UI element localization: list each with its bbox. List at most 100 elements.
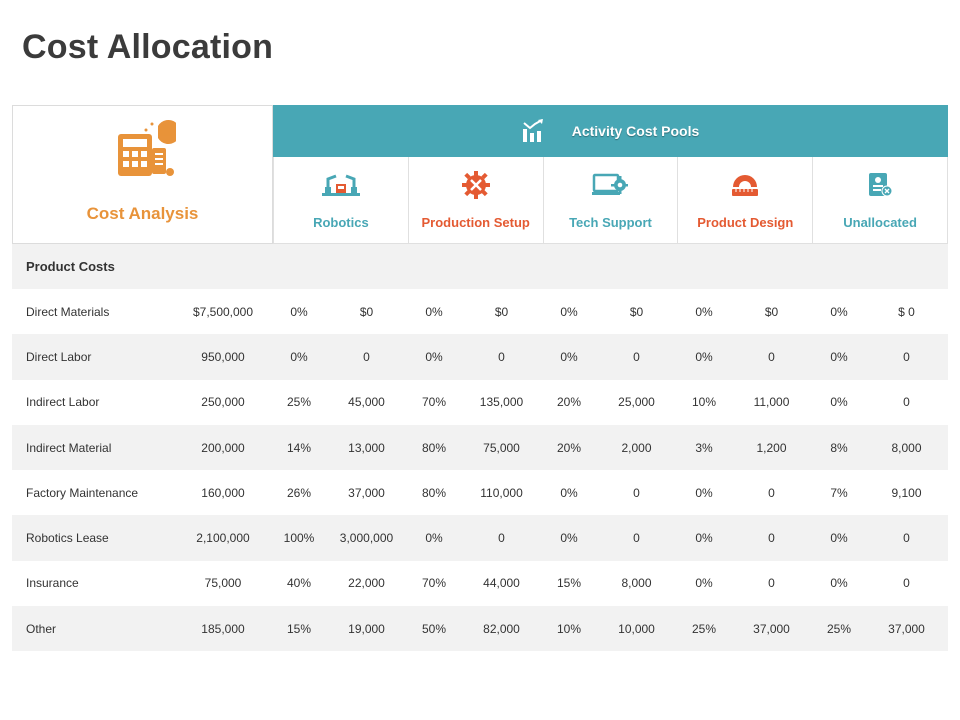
allocation-amount-cell: 0 <box>903 531 910 546</box>
robot-arm-icon <box>321 174 360 196</box>
row-total: 200,000 <box>201 440 245 455</box>
allocation-amount-cell: 10,000 <box>618 621 655 636</box>
allocation-percent-cell: 20% <box>556 395 582 410</box>
allocation-amount-cell: 25,000 <box>618 395 655 410</box>
allocation-amount-cell: $0 <box>629 304 644 319</box>
allocation-percent-cell: 25% <box>286 395 312 410</box>
allocation-percent-cell: 15% <box>556 576 582 591</box>
allocation-amount-cell: 37,000 <box>888 621 925 636</box>
allocation-amount-cell: 0 <box>633 531 640 546</box>
row-total: 950,000 <box>201 349 245 364</box>
allocation-percent-cell: 15% <box>286 621 312 636</box>
allocation-percent-cell: 0% <box>560 485 578 500</box>
allocation-amount-cell: 22,000 <box>348 576 385 591</box>
allocation-amount-cell: 0 <box>363 349 370 364</box>
cost-analysis-header: Cost Analysis <box>12 105 273 244</box>
row-label: Indirect Material <box>26 440 112 455</box>
allocation-amount-cell: 0 <box>768 576 775 591</box>
allocation-percent-cell: 100% <box>283 531 315 546</box>
allocation-percent-cell: 25% <box>826 621 852 636</box>
row-total: 2,100,000 <box>196 531 250 546</box>
pool-name: Robotics <box>313 215 369 230</box>
allocation-amount-cell: 0 <box>768 531 775 546</box>
table-row: Factory Maintenance 160,000 26% 37,000 80% 11… <box>12 470 948 515</box>
allocation-percent-cell: 0% <box>830 531 848 546</box>
row-label: Robotics Lease <box>26 531 109 546</box>
row-label: Direct Labor <box>26 349 92 364</box>
allocation-percent-cell: 10% <box>691 395 717 410</box>
allocation-percent-cell: 0% <box>830 304 848 319</box>
allocation-percent-cell: 0% <box>695 304 713 319</box>
allocation-percent-cell: 80% <box>421 440 447 455</box>
gear-wrench-icon <box>461 171 490 199</box>
allocation-amount-cell: 13,000 <box>348 440 385 455</box>
allocation-percent-cell: 0% <box>425 304 443 319</box>
laptop-gear-icon <box>592 173 629 195</box>
allocation-amount-cell: 1,200 <box>756 440 787 455</box>
allocation-percent-cell: 70% <box>421 576 447 591</box>
allocation-amount-cell: 45,000 <box>348 395 385 410</box>
allocation-percent-cell: 0% <box>560 349 578 364</box>
bar-chart-growth-icon <box>522 119 543 142</box>
allocation-amount-cell: 135,000 <box>479 395 524 410</box>
row-total: 75,000 <box>204 576 242 591</box>
allocation-percent-cell: 0% <box>290 349 308 364</box>
allocation-amount-cell: 8,000 <box>621 576 652 591</box>
row-label: Indirect Labor <box>26 395 100 410</box>
allocation-amount-cell: 37,000 <box>348 485 385 500</box>
table-row: Insurance 75,000 40% 22,000 70% 44,000 15% 8,00… <box>12 561 948 606</box>
allocation-percent-cell: 0% <box>830 395 848 410</box>
allocation-amount-cell: $ 0 <box>898 304 915 319</box>
cost-analysis-label: Cost Analysis <box>86 204 199 223</box>
allocation-amount-cell: 82,000 <box>483 621 520 636</box>
row-total: 250,000 <box>201 395 245 410</box>
allocation-percent-cell: 0% <box>830 576 848 591</box>
allocation-percent-cell: 0% <box>695 349 713 364</box>
activity-cost-pools-header: Activity Cost Pools <box>273 105 948 157</box>
allocation-amount-cell: 0 <box>498 349 505 364</box>
allocation-percent-cell: 26% <box>286 485 312 500</box>
table-row: Robotics Lease 2,100,000 100% 3,000,000 0% 0 0… <box>12 515 948 561</box>
table-row: Other 185,000 15% 19,000 50% 82,000 10% 10,000 2… <box>12 606 948 652</box>
row-label: Other <box>26 621 57 636</box>
allocation-percent-cell: 0% <box>695 531 713 546</box>
allocation-percent-cell: 0% <box>290 304 308 319</box>
allocation-amount-cell: 3,000,000 <box>339 531 394 546</box>
cost-pool-columns: Robotics Production Setup <box>273 157 948 244</box>
allocation-amount-cell: 0 <box>768 485 775 500</box>
allocation-amount-cell: $0 <box>494 304 509 319</box>
allocation-amount-cell: $0 <box>764 304 779 319</box>
allocation-percent-cell: 70% <box>421 395 447 410</box>
pool-name: Production Setup <box>421 215 530 230</box>
allocation-percent-cell: 0% <box>425 349 443 364</box>
allocation-amount-cell: 2,000 <box>621 440 652 455</box>
allocation-amount-cell: 110,000 <box>480 485 523 500</box>
allocation-amount-cell: 8,000 <box>891 440 922 455</box>
pool-name: Product Design <box>697 215 794 230</box>
allocation-amount-cell: 0 <box>903 395 910 410</box>
allocation-percent-cell: 0% <box>560 531 578 546</box>
allocation-amount-cell: 0 <box>903 349 910 364</box>
pool-robotics: Robotics <box>273 157 409 244</box>
row-label: Direct Materials <box>26 304 110 319</box>
allocation-percent-cell: 25% <box>691 621 717 636</box>
allocation-percent-cell: 7% <box>830 485 848 500</box>
row-label: Factory Maintenance <box>26 485 139 500</box>
table-row: Indirect Labor 250,000 25% 45,000 70% 135,000… <box>12 380 948 425</box>
pool-tech-support: Tech Support <box>542 157 679 244</box>
allocation-amount-cell: $0 <box>359 304 374 319</box>
allocation-percent-cell: 0% <box>695 485 713 500</box>
table-row: Direct Labor 950,000 0% 0 0% 0 0% 0 0% 0 0% 0 <box>12 334 948 380</box>
allocation-percent-cell: 0% <box>425 531 443 546</box>
calculator-chart-icon <box>118 120 176 176</box>
activity-cost-pools-label: Activity Cost Pools <box>571 123 700 139</box>
allocation-percent-cell: 50% <box>421 621 447 636</box>
cost-table-body: Direct Materials $7,500,000 0% $0 0% $0 0% $0 0%… <box>12 289 948 652</box>
allocation-percent-cell: 40% <box>286 576 312 591</box>
document-remove-icon <box>869 173 893 197</box>
pool-unallocated: Unallocated <box>812 157 948 244</box>
row-label: Insurance <box>26 576 79 591</box>
allocation-amount-cell: 0 <box>633 485 640 500</box>
allocation-amount-cell: 11,000 <box>753 395 790 410</box>
allocation-amount-cell: 0 <box>633 349 640 364</box>
